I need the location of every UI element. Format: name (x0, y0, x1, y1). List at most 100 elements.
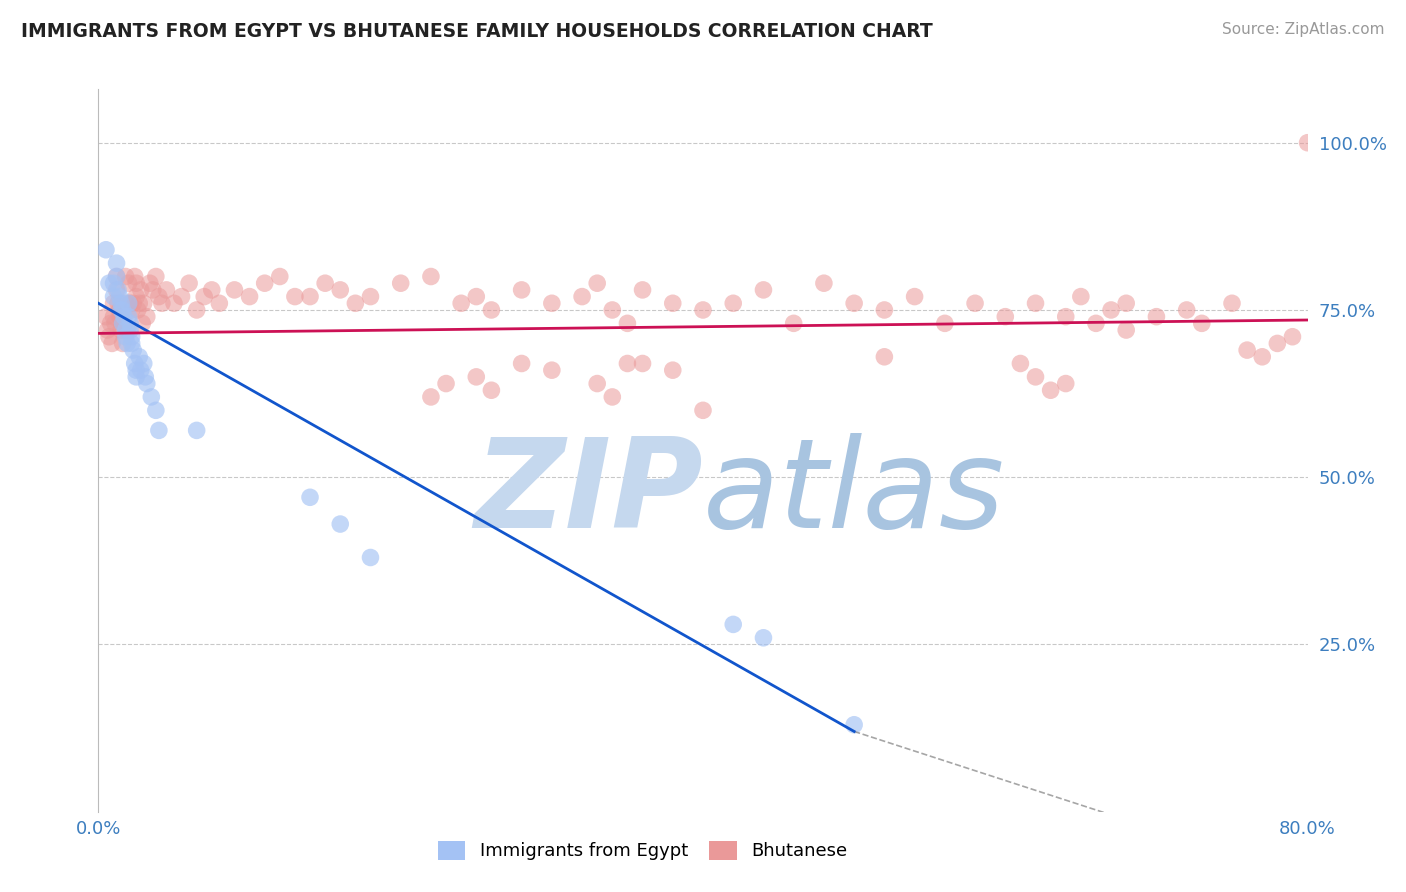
Point (510, 283, 533, 297)
Point (128, 350, 150, 364)
Point (692, 403, 714, 417)
Point (1296, 136, 1319, 150)
Point (121, 330, 143, 344)
Point (103, 296, 125, 310)
Point (752, 631, 775, 645)
Point (98, 277, 121, 291)
Point (783, 317, 806, 331)
Point (110, 303, 132, 318)
Point (1220, 296, 1243, 310)
Point (1191, 317, 1213, 331)
Point (631, 283, 654, 297)
Point (125, 289, 148, 303)
Point (239, 289, 262, 303)
Point (465, 289, 488, 303)
Point (329, 283, 352, 297)
Point (1039, 384, 1062, 398)
Point (139, 277, 162, 291)
Point (114, 330, 136, 344)
Point (118, 296, 141, 310)
Point (111, 303, 134, 318)
Point (170, 289, 193, 303)
Point (155, 283, 177, 297)
Point (103, 277, 125, 291)
Point (193, 289, 215, 303)
Point (134, 369, 156, 384)
Point (100, 317, 122, 331)
Point (1054, 310, 1077, 324)
Point (752, 283, 775, 297)
Point (110, 296, 132, 310)
Point (186, 303, 208, 318)
Point (108, 289, 131, 303)
Point (103, 289, 125, 303)
Point (844, 717, 866, 731)
Point (111, 336, 134, 351)
Point (420, 390, 443, 404)
Point (114, 323, 136, 337)
Point (135, 376, 157, 391)
Point (586, 277, 609, 291)
Point (110, 323, 132, 337)
Point (540, 296, 562, 310)
Point (120, 296, 142, 310)
Point (108, 303, 131, 318)
Point (616, 356, 638, 371)
Legend: Immigrants from Egypt, Bhutanese: Immigrants from Egypt, Bhutanese (430, 834, 855, 868)
Point (145, 269, 167, 284)
Point (1054, 376, 1077, 391)
Point (96, 323, 118, 337)
Point (115, 323, 138, 337)
Point (94, 243, 117, 257)
Point (253, 277, 276, 291)
Point (94, 310, 117, 324)
Point (602, 390, 624, 404)
Point (131, 317, 153, 331)
Point (145, 403, 167, 417)
Point (132, 296, 155, 310)
Point (118, 277, 141, 291)
Text: IMMIGRANTS FROM EGYPT VS BHUTANESE FAMILY HOUSEHOLDS CORRELATION CHART: IMMIGRANTS FROM EGYPT VS BHUTANESE FAMIL… (21, 22, 932, 41)
Point (1070, 289, 1092, 303)
Point (120, 317, 142, 331)
Point (723, 617, 745, 632)
Point (124, 269, 146, 284)
Point (389, 277, 412, 291)
Point (142, 283, 165, 297)
Point (904, 289, 927, 303)
Point (118, 310, 141, 324)
Point (129, 283, 152, 297)
Point (125, 277, 148, 291)
Point (163, 296, 186, 310)
Point (128, 296, 150, 310)
Point (1236, 343, 1258, 358)
Point (98, 330, 121, 344)
Point (1144, 310, 1167, 324)
Point (105, 256, 128, 270)
Point (105, 269, 128, 284)
Point (813, 277, 835, 291)
Point (132, 356, 155, 371)
Point (110, 310, 132, 324)
Point (602, 303, 624, 318)
Text: Source: ZipAtlas.com: Source: ZipAtlas.com (1222, 22, 1385, 37)
Point (103, 310, 125, 324)
Point (314, 277, 336, 291)
Point (111, 317, 134, 331)
Point (121, 303, 143, 318)
Point (107, 283, 129, 297)
Point (934, 317, 956, 331)
Point (965, 296, 987, 310)
Point (121, 336, 143, 351)
Point (450, 296, 472, 310)
Point (481, 384, 503, 398)
Point (360, 550, 382, 565)
Point (125, 369, 148, 384)
Point (420, 269, 443, 284)
Point (148, 424, 170, 438)
Point (107, 296, 129, 310)
Point (873, 350, 896, 364)
Point (616, 317, 638, 331)
Point (631, 356, 654, 371)
Point (148, 289, 170, 303)
